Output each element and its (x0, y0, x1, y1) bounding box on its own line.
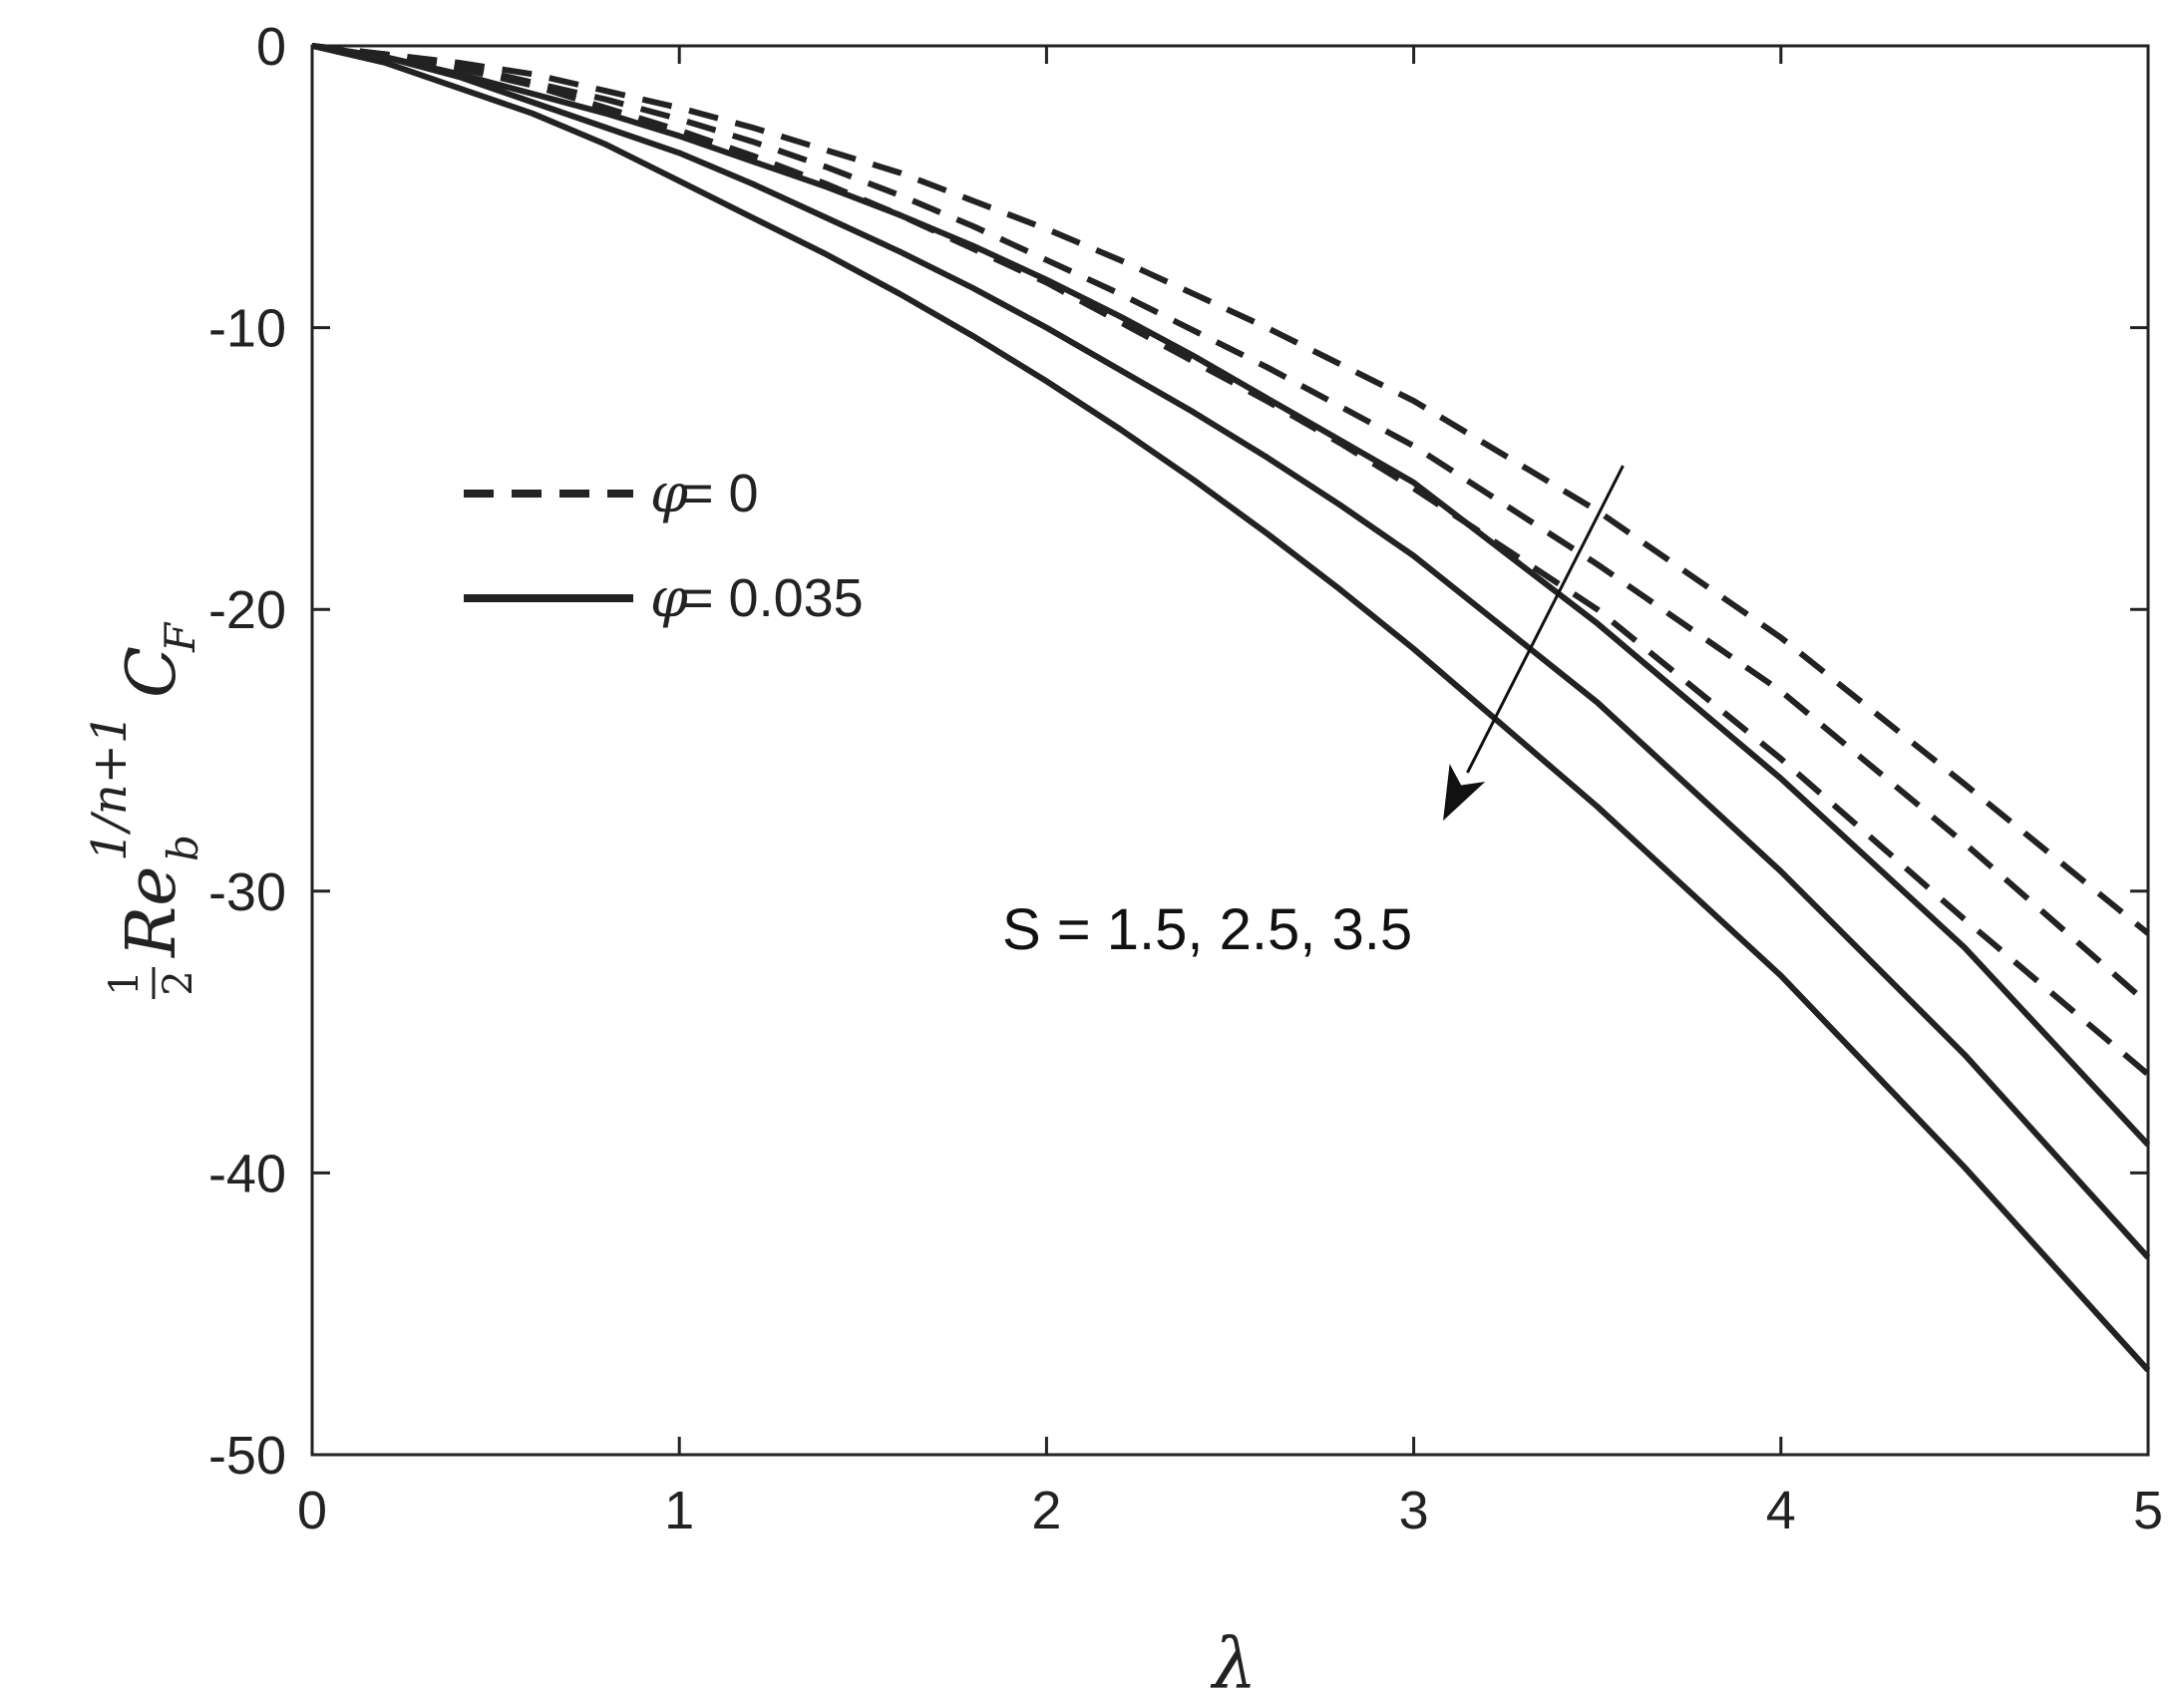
legend-symbol-phi-dashed: φ (650, 462, 688, 524)
x-tick-label: 3 (1399, 1481, 1429, 1540)
y-label-fraction-den: 2 (156, 970, 201, 995)
x-tick-label: 0 (297, 1481, 327, 1540)
solid-series-line-4 (311, 43, 2151, 1260)
y-label-tail: C (113, 646, 191, 698)
y-label-subscript: b (159, 835, 207, 861)
legend-label-dashed: = 0 (682, 464, 759, 523)
x-tick-label: 2 (1031, 1481, 1061, 1540)
solid-series-line-6 (311, 43, 2151, 1373)
y-label-exponent: 1/n+1 (82, 714, 138, 861)
plot-area-frame (310, 44, 2150, 1457)
y-tick-label: -50 (208, 1426, 286, 1486)
x-tick-label: 5 (2133, 1481, 2163, 1540)
y-axis-label: 1 2 Re b 1/n+1 C F (82, 621, 207, 999)
legend-symbol-phi-solid: φ (650, 566, 688, 629)
x-axis-label: λ (1210, 1623, 1257, 1694)
x-tick-label: 1 (664, 1481, 694, 1540)
annotation-arrow (1466, 465, 1625, 774)
x-tick-label: 4 (1766, 1481, 1796, 1540)
solid-series-line-5 (311, 43, 2151, 1148)
y-label-tail-subscript: F (156, 621, 204, 653)
legend-label-solid: = 0.035 (682, 568, 864, 628)
y-axis-ticks: 0 -10 -20 -30 -40 -50 (208, 17, 2148, 1486)
y-tick-label: -30 (208, 862, 286, 922)
y-tick-label: -40 (208, 1144, 286, 1203)
x-axis-ticks: 0 1 2 3 4 5 (297, 46, 2163, 1540)
legend: φ = 0 φ = 0.035 (464, 462, 864, 629)
annotation-label: S = 1.5, 2.5, 3.5 (1002, 897, 1412, 962)
y-label-base: Re (113, 866, 191, 959)
annotation: S = 1.5, 2.5, 3.5 (1002, 465, 1625, 962)
y-tick-label: -20 (208, 580, 286, 640)
y-tick-label: -10 (208, 299, 286, 359)
y-tick-label: 0 (256, 17, 286, 77)
dashed-series-line-3 (311, 43, 2150, 936)
dashed-series-line-2 (311, 43, 2150, 1007)
annotation-arrowhead (1443, 763, 1486, 822)
y-label-fraction-num: 1 (102, 970, 148, 995)
series-layer (311, 43, 2151, 1373)
